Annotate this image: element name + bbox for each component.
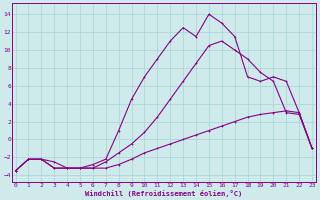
X-axis label: Windchill (Refroidissement éolien,°C): Windchill (Refroidissement éolien,°C) xyxy=(85,190,243,197)
